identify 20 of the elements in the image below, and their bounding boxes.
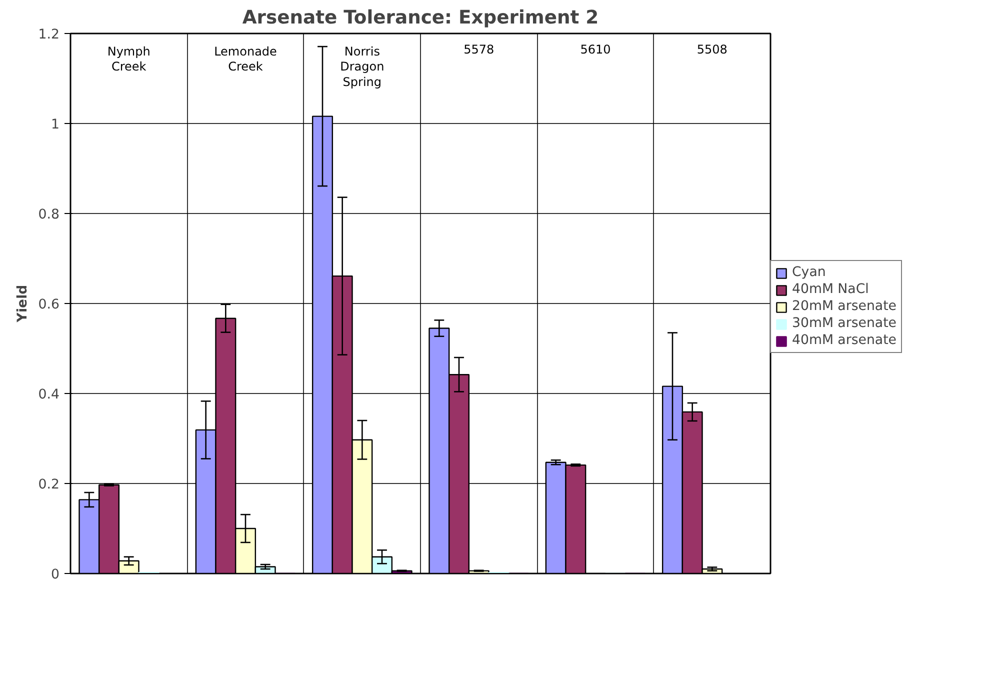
y-axis-title: Yield (15, 284, 30, 324)
y-tick-label: 0.6 (38, 298, 60, 312)
legend-label: 40mM arsenate (792, 333, 897, 348)
legend-label: 30mM arsenate (792, 316, 897, 331)
x-tick-label: 5578 (464, 42, 494, 56)
x-tick-label: Nymph Creek (107, 44, 150, 74)
x-tick-label: 5610 (580, 42, 611, 56)
legend-label: Cyan (792, 265, 826, 280)
chart-title: Arsenate Tolerance: Experiment 2 (242, 8, 599, 28)
x-tick-label: Lemonade Creek (214, 44, 277, 74)
y-tick-label: 0.8 (38, 208, 60, 222)
x-tick-label: Norris Dragon Spring (340, 44, 384, 90)
y-tick-label: 1.2 (38, 28, 60, 42)
y-tick-label: 0 (51, 568, 60, 582)
x-tick-label: 5508 (696, 42, 728, 56)
y-tick-label: 0.4 (38, 388, 60, 402)
legend-label: 20mM arsenate (792, 299, 897, 314)
y-tick-label: 0.2 (38, 478, 60, 492)
legend-label: 40mM NaCl (792, 282, 869, 297)
y-tick-label: 1 (51, 118, 60, 132)
